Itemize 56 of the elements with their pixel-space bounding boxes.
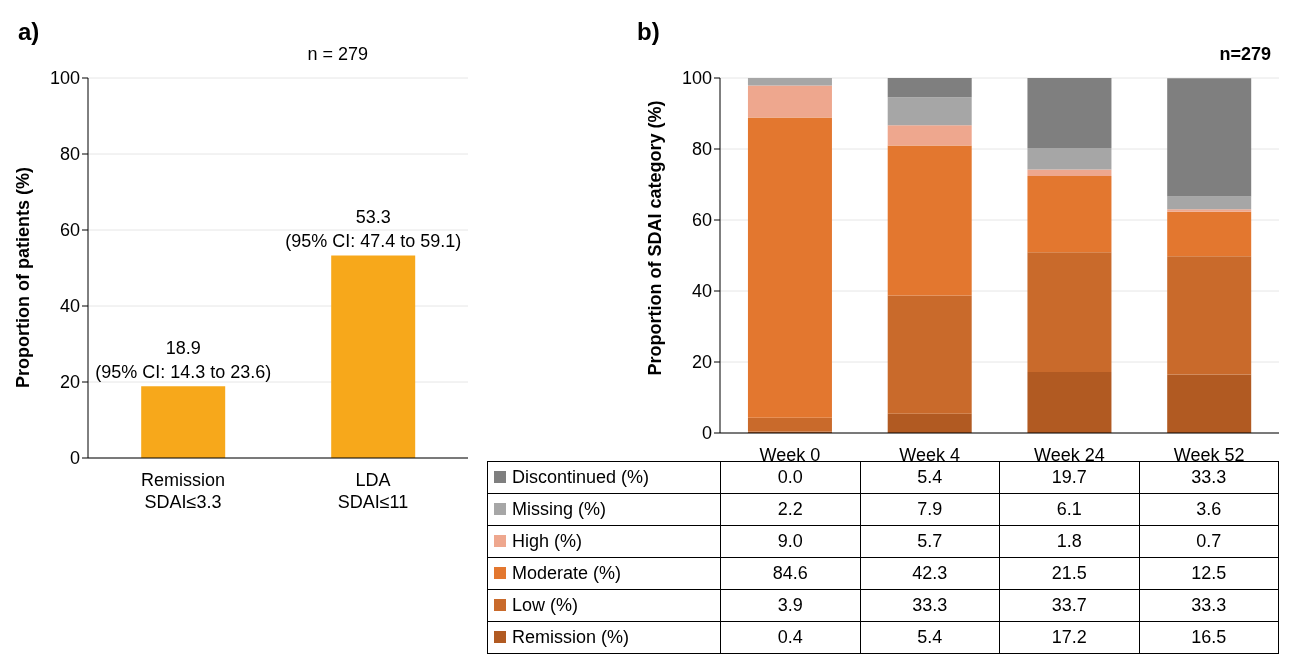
y-tick-label: 80 bbox=[691, 139, 712, 160]
data-label: 33.7 bbox=[999, 589, 1139, 622]
chart-title: b) bbox=[637, 18, 660, 46]
y-tick-label: 0 bbox=[701, 423, 712, 444]
data-label: 0.4 bbox=[720, 621, 860, 654]
data-label: 3.6 bbox=[1139, 493, 1279, 526]
x-tick-label: Remission SDAI≤3.3 bbox=[140, 470, 226, 512]
y-tick-label: 60 bbox=[59, 220, 80, 241]
chart-title: a) bbox=[18, 18, 40, 46]
legend-label: High (%) bbox=[487, 525, 721, 558]
data-label: 19.7 bbox=[1051, 467, 1087, 487]
y-tick-label: 20 bbox=[59, 372, 80, 393]
data-label: 33.3 bbox=[860, 589, 1000, 622]
y-tick-label: 60 bbox=[691, 210, 712, 231]
y-tick-label: 80 bbox=[59, 144, 80, 165]
data-label: 42.3 bbox=[860, 557, 1000, 590]
data-label: 16.5 bbox=[1139, 621, 1279, 654]
data-label: 5.7 bbox=[860, 525, 1000, 558]
data-label: 0.7 bbox=[1139, 525, 1279, 558]
data-label: 2.2 bbox=[720, 493, 860, 526]
data-label: 1.8 bbox=[999, 525, 1139, 558]
y-tick-label: 100 bbox=[681, 68, 712, 89]
y-axis-title: Proportion of SDAI category (%) bbox=[645, 100, 666, 376]
x-tick-label: Week 0 bbox=[759, 445, 821, 465]
y-axis-title: Proportion of patients (%) bbox=[13, 167, 34, 388]
x-tick-label: LDA SDAI≤11 bbox=[337, 470, 409, 512]
legend-label: Missing (%) bbox=[487, 493, 721, 526]
legend-label: Discontinued (%) bbox=[487, 461, 721, 494]
y-tick-label: 100 bbox=[49, 68, 80, 89]
data-label: 18.9 (95% CI: 14.3 to 23.6) bbox=[95, 338, 272, 383]
data-label: 17.2 bbox=[999, 621, 1139, 654]
x-tick-label: Week 52 bbox=[1173, 445, 1245, 465]
text: n = 279 bbox=[307, 44, 368, 65]
data-label: 53.3 (95% CI: 47.4 to 59.1) bbox=[285, 207, 462, 252]
x-tick-label: Week 4 bbox=[899, 445, 960, 465]
data-label: 12.5 bbox=[1139, 557, 1279, 590]
data-label: 84.6 bbox=[720, 557, 860, 590]
y-tick-label: 40 bbox=[59, 296, 80, 317]
text: n=279 bbox=[1219, 44, 1271, 65]
data-label: 0.0 bbox=[777, 467, 803, 487]
data-label: 9.0 bbox=[720, 525, 860, 558]
data-label: 6.1 bbox=[999, 493, 1139, 526]
legend-label: Remission (%) bbox=[487, 621, 721, 654]
legend-label: Moderate (%) bbox=[487, 557, 721, 590]
data-label: 21.5 bbox=[999, 557, 1139, 590]
x-tick-label: Week 24 bbox=[1034, 445, 1105, 465]
y-tick-label: 40 bbox=[691, 281, 712, 302]
data-label: 5.4 bbox=[860, 621, 1000, 654]
data-label: 7.9 bbox=[860, 493, 1000, 526]
legend-label: Low (%) bbox=[487, 589, 721, 622]
y-tick-label: 20 bbox=[691, 352, 712, 373]
data-label: 3.9 bbox=[720, 589, 860, 622]
data-label: 5.4 bbox=[917, 467, 943, 487]
data-label: 33.3 bbox=[1139, 589, 1279, 622]
data-label: 33.3 bbox=[1191, 467, 1227, 487]
y-tick-label: 0 bbox=[69, 448, 80, 469]
